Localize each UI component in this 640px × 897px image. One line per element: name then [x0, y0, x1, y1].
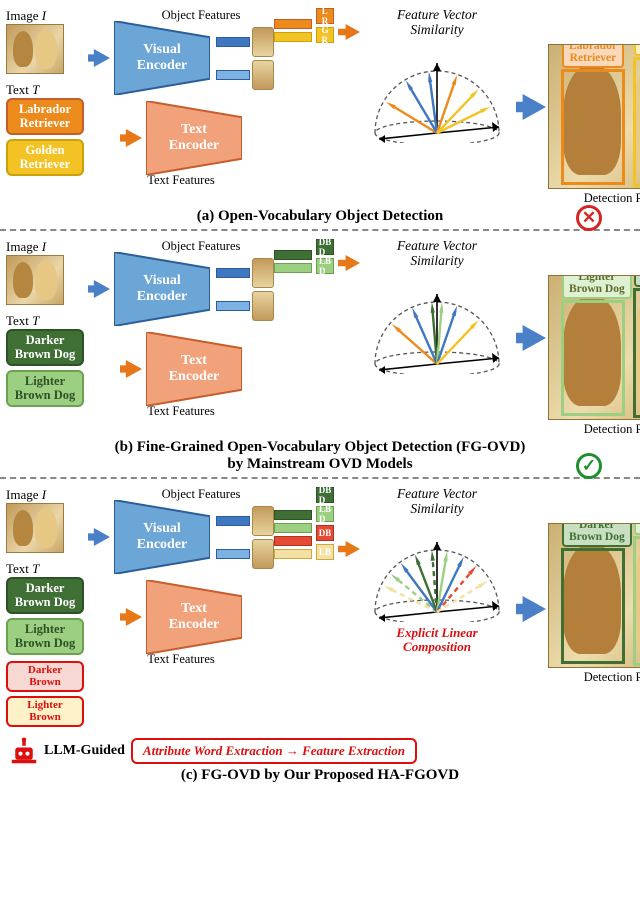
object-crop-thumb — [252, 291, 274, 321]
object-crop-thumb — [252, 258, 274, 288]
arrow-icon — [88, 528, 110, 546]
panel-caption: (a) Open-Vocabulary Object Detection — [6, 208, 634, 225]
text-input-box: LighterBrown Dog — [6, 618, 84, 655]
text-input-box: LabradorRetriever — [6, 98, 84, 135]
text-feature-bar — [274, 536, 312, 546]
text-input-box: Darker Brown — [6, 661, 84, 692]
text-feature-bar — [274, 32, 312, 42]
check-icon: ✓ — [576, 453, 602, 479]
text-feature-bar — [274, 523, 312, 533]
feature-similarity-plot — [362, 38, 512, 143]
llm-guided-label: LLM-Guided — [44, 743, 125, 759]
text-feature-chip: DBD — [316, 487, 334, 503]
detection-results-label: Detection Results — [548, 191, 640, 206]
image-I-label: Image I — [6, 239, 84, 255]
text-feature-bar — [274, 250, 312, 260]
detection-bbox: GoldenRetriever — [633, 57, 640, 187]
text-feature-chip: LBD — [316, 258, 334, 274]
detection-result-image: LighterBrown Dog DarkerBrown Dog — [548, 275, 640, 420]
text-feature-bar — [274, 510, 312, 520]
image-I-label: Image I — [6, 8, 84, 24]
image-I-label: Image I — [6, 487, 84, 503]
text-feature-bar — [274, 549, 312, 559]
text-input-box: DarkerBrown Dog — [6, 329, 84, 366]
text-features-label: Text Features — [147, 173, 215, 188]
arrow-icon — [120, 360, 142, 378]
visual encoder: VisualEncoder — [114, 500, 210, 574]
text encoder: TextEncoder — [146, 101, 242, 175]
text-feature-chip: DBD — [316, 239, 334, 255]
text-input-box: GoldenRetriever — [6, 139, 84, 176]
arrow-icon — [120, 608, 142, 626]
text-feature-chip: LR — [316, 8, 334, 24]
text-feature-chip: LB — [316, 544, 334, 560]
arrow-icon — [338, 255, 360, 271]
panel-caption: (b) Fine-Grained Open-Vocabulary Object … — [6, 439, 634, 473]
arrow-icon — [516, 94, 546, 120]
text-feature-chip: LBD — [316, 506, 334, 522]
text-input-box: DarkerBrown Dog — [6, 577, 84, 614]
arrow-icon — [120, 129, 142, 147]
panel-caption: (c) FG-OVD by Our Proposed HA-FGOVD — [6, 767, 634, 784]
text-feature-chip: DB — [316, 525, 334, 541]
input-image-thumb — [6, 255, 64, 305]
detection-results-label: Detection Results — [548, 422, 640, 437]
arrow-icon — [516, 325, 546, 351]
panelA: Image I Text T LabradorRetriever GoldenRe… — [0, 0, 640, 231]
panelC: Image I Text T DarkerBrown Dog LighterBro… — [0, 479, 640, 788]
text-T-label: Text T — [6, 313, 84, 329]
feature-similarity-plot — [362, 517, 512, 622]
text-feature-bar — [274, 263, 312, 273]
arrow-icon — [88, 49, 110, 67]
feature-similarity-plot — [362, 269, 512, 374]
object-crop-thumb — [252, 60, 274, 90]
feature-similarity-label: Feature VectorSimilarity — [397, 239, 477, 269]
detection-bbox: LighterBrown Dog — [561, 300, 625, 416]
feature-similarity-label: Feature VectorSimilarity — [397, 8, 477, 38]
text-features-label: Text Features — [147, 404, 215, 419]
detection-bbox: LighterBrown Dog — [633, 536, 640, 666]
detection-result-image: LabradorRetriever GoldenRetriever — [548, 44, 640, 189]
detection-result-image: DarkerBrown Dog LighterBrown Dog — [548, 523, 640, 668]
text-feature-chip: GR — [316, 27, 334, 43]
text-T-label: Text T — [6, 82, 84, 98]
detection-bbox: LabradorRetriever — [561, 69, 625, 185]
cross-icon: ✕ — [576, 205, 602, 231]
detection-bbox: DarkerBrown Dog — [561, 548, 625, 664]
visual encoder: VisualEncoder — [114, 21, 210, 95]
text-input-box: Lighter Brown — [6, 696, 84, 727]
feature-similarity-label: Feature VectorSimilarity — [397, 487, 477, 517]
input-image-thumb — [6, 24, 64, 74]
text-features-label: Text Features — [147, 652, 215, 667]
arrow-icon — [516, 596, 546, 622]
object-crop-thumb — [252, 506, 274, 536]
arrow-icon — [88, 280, 110, 298]
object-crop-thumb — [252, 27, 274, 57]
llm-pipeline-pill: Attribute Word Extraction → Feature Extr… — [131, 738, 417, 764]
robot-icon — [10, 737, 38, 765]
input-image-thumb — [6, 503, 64, 553]
text encoder: TextEncoder — [146, 580, 242, 654]
detection-bbox: DarkerBrown Dog — [633, 288, 640, 418]
detection-results-label: Detection Results — [548, 670, 640, 685]
text-feature-bar — [274, 19, 312, 29]
text-T-label: Text T — [6, 561, 84, 577]
object-crop-thumb — [252, 539, 274, 569]
explicit-linear-label: Explicit LinearComposition — [396, 626, 477, 655]
text-input-box: LighterBrown Dog — [6, 370, 84, 407]
panelB: Image I Text T DarkerBrown DogLighterBro… — [0, 231, 640, 479]
text encoder: TextEncoder — [146, 332, 242, 406]
arrow-icon — [338, 24, 360, 40]
visual encoder: VisualEncoder — [114, 252, 210, 326]
arrow-icon — [338, 541, 360, 557]
